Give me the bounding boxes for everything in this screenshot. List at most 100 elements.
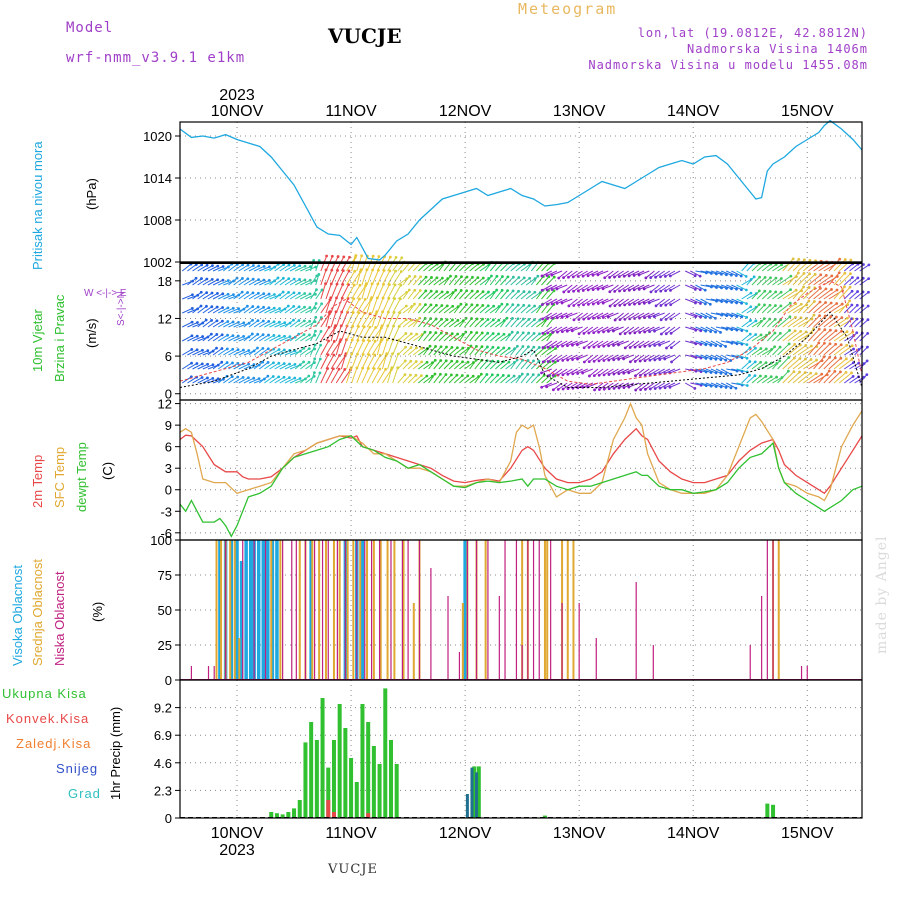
wind-arrow-head xyxy=(768,290,772,293)
wind-arrow xyxy=(207,265,219,272)
wind-arrow-head xyxy=(848,299,852,303)
wind-arrow xyxy=(859,360,868,370)
wind-arrow xyxy=(602,298,614,304)
wind-arrow-head xyxy=(511,289,515,293)
wind-arrow-head xyxy=(251,318,254,322)
precip-bar-2 xyxy=(470,767,474,818)
wind-arrow-head xyxy=(538,318,542,322)
wind-arrow xyxy=(233,349,244,356)
wind-arrow xyxy=(505,348,515,356)
wind-arrow-head xyxy=(618,332,622,336)
wind-arrow-head xyxy=(867,277,871,280)
wind-arrow xyxy=(187,308,198,314)
wind-arrow xyxy=(583,340,594,349)
wind-arrow-head xyxy=(407,288,411,292)
wind-arrow xyxy=(202,278,213,286)
wind-arrow xyxy=(715,354,726,361)
wind-arrow xyxy=(654,354,665,361)
wind-arrow xyxy=(253,347,264,356)
wind-arrow-head xyxy=(576,289,580,293)
wind-arrow xyxy=(330,270,339,286)
wind-arrow xyxy=(567,382,578,390)
wind-arrow-head xyxy=(596,273,600,277)
wind-arrow-head xyxy=(658,358,662,361)
wind-arrow xyxy=(407,276,416,286)
wind-arrow-head xyxy=(378,353,382,357)
wind-arrow-head xyxy=(256,319,260,323)
wind-arrow xyxy=(720,382,732,389)
wind-arrow xyxy=(438,374,447,384)
wind-arrow-head xyxy=(740,301,743,305)
y-tick-label: 75 xyxy=(158,568,172,583)
wind-arrow-head xyxy=(556,330,559,334)
wind-arrow-head xyxy=(612,343,615,347)
wind-arrow xyxy=(474,263,484,272)
wind-arrow xyxy=(670,326,681,334)
wind-arrow-head xyxy=(752,275,756,279)
wind-arrow xyxy=(417,276,427,286)
station-title: VUCJE xyxy=(328,24,402,48)
wind-arrow-head xyxy=(561,373,565,377)
wind-arrow-head xyxy=(797,257,801,261)
wind-arrow xyxy=(736,326,747,332)
wind-arrow xyxy=(330,355,340,370)
wind-arrow xyxy=(844,334,855,342)
wind-arrow-head xyxy=(551,345,555,349)
wind-arrow xyxy=(802,359,817,370)
wind-arrow xyxy=(671,340,681,349)
wind-arrow xyxy=(253,320,264,328)
wind-arrow-head xyxy=(628,346,632,349)
wind-arrow-head xyxy=(664,289,667,293)
wind-arrow xyxy=(259,279,270,286)
wind-arrow xyxy=(274,376,285,384)
wind-arrow xyxy=(448,347,458,356)
wind-arrow-head xyxy=(419,374,423,378)
wind-arrow-head xyxy=(267,292,271,296)
wind-arrow xyxy=(407,320,418,328)
wind-arrow-head xyxy=(749,319,752,322)
wind-arrow-head xyxy=(648,330,651,333)
wind-arrow-head xyxy=(764,347,768,351)
wind-arrow xyxy=(310,303,317,314)
wind-arrow-head xyxy=(245,304,249,308)
wind-arrow xyxy=(567,340,578,347)
wind-arrow xyxy=(459,317,467,328)
wind-arrow xyxy=(609,270,619,278)
wind-arrow-head xyxy=(764,361,768,365)
wind-arrow-head xyxy=(762,317,766,321)
wind-arrow xyxy=(761,318,771,328)
wind-arrow-head xyxy=(769,375,773,379)
wind-arrow xyxy=(402,374,411,384)
wind-arrow xyxy=(530,305,541,314)
wind-arrow-head xyxy=(215,333,219,336)
wind-arrow xyxy=(552,326,563,333)
wind-arrow xyxy=(187,277,197,286)
wind-arrow-head xyxy=(592,374,596,377)
wind-arrow xyxy=(325,341,335,356)
wind-arrow-head xyxy=(190,361,193,365)
wind-arrow xyxy=(258,348,269,356)
wind-arrow xyxy=(695,368,707,373)
wind-arrow xyxy=(274,291,284,300)
wind-arrow-head xyxy=(415,332,419,336)
wind-arrow-head xyxy=(596,287,600,291)
wind-arrow-head xyxy=(408,274,411,278)
wind-arrow-head xyxy=(267,333,270,337)
wind-arrow xyxy=(310,344,316,356)
wind-arrow xyxy=(464,318,472,328)
wind-arrow xyxy=(448,262,457,272)
wind-arrow xyxy=(500,361,510,370)
wind-arrow xyxy=(335,369,346,384)
wind-arrow-head xyxy=(813,300,816,303)
wind-arrow-head xyxy=(445,345,448,349)
wind-arrow xyxy=(562,368,573,376)
wind-arrow xyxy=(346,367,352,384)
wind-arrow-head xyxy=(315,274,319,278)
precip-bar-0 xyxy=(383,688,388,818)
wind-arrow xyxy=(628,382,640,388)
wind-arrow-head xyxy=(576,372,580,375)
wind-arrow-head xyxy=(714,330,717,334)
wind-arrow-head xyxy=(403,359,407,363)
wind-arrow xyxy=(417,318,426,328)
wind-arrow xyxy=(761,348,772,356)
